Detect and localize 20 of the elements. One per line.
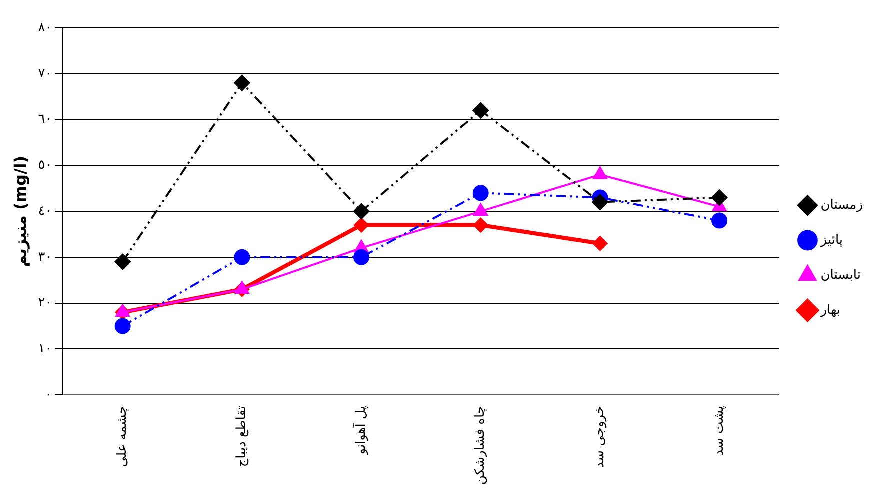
y-tick-label: ٥٠ xyxy=(38,158,52,174)
y-axis-title: منیزیم (mg/l) xyxy=(10,156,30,268)
x-tick-label: چاه فشارشکن xyxy=(473,406,488,486)
y-tick-label: ٣٠ xyxy=(38,250,52,265)
y-tick-label: ٤٠ xyxy=(38,204,52,219)
legend-label: تابستان xyxy=(820,268,862,283)
x-tick-label: تقاطع دیباج xyxy=(234,406,250,468)
legend-label: زمستان xyxy=(820,198,864,213)
y-tick-label: ٧٠ xyxy=(38,66,52,82)
legend-label: پائیز xyxy=(820,232,844,248)
y-tick-label: ٨٠ xyxy=(38,20,52,36)
x-tick-label: چشمه علی xyxy=(115,406,130,468)
y-tick-label: ٠ xyxy=(45,387,52,402)
x-tick-label: پل آهوانو xyxy=(352,406,369,456)
legend-label: بهار xyxy=(820,302,841,318)
y-tick-label: ٦٠ xyxy=(38,112,52,128)
y-tick-label: ٢٠ xyxy=(38,296,52,311)
y-tick-label: ١٠ xyxy=(38,342,52,357)
x-tick-label: پشت سد xyxy=(712,406,727,456)
x-tick-label: خروجی سد xyxy=(592,406,608,468)
